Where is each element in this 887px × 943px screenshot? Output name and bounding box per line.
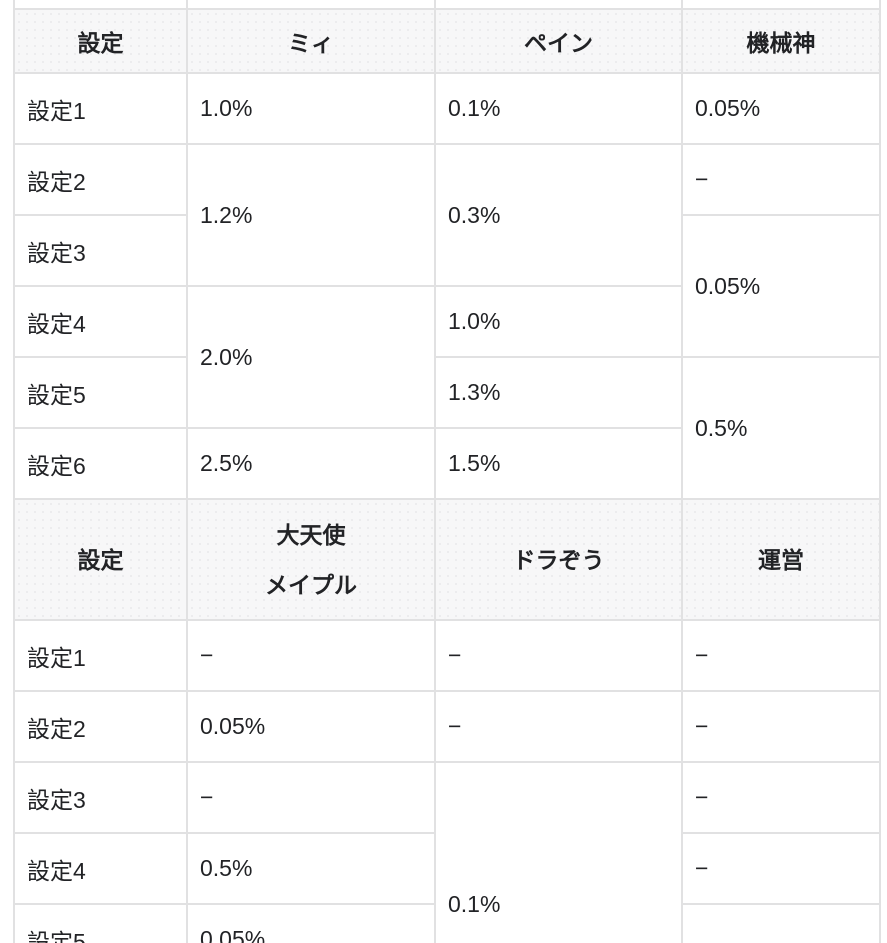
cell-archangel-s2: 0.05% bbox=[186, 690, 436, 763]
cell-kikaishin-s1: 0.05% bbox=[681, 72, 881, 145]
table-row-s4: 設定4 2.0% 1.0% bbox=[13, 285, 880, 429]
row-label: 設定3 bbox=[13, 214, 188, 287]
table-row-s6: 設定6 2.5% 1.5% bbox=[13, 427, 880, 500]
cell-kikaishin-s5-6: 0.5% bbox=[681, 356, 881, 500]
cell-kikaishin-s3-4: 0.05% bbox=[681, 214, 881, 358]
cell-dorazou-s1: − bbox=[434, 619, 683, 692]
cell-pain-s4: 1.0% bbox=[434, 285, 683, 358]
cell-dorazou-s2: − bbox=[434, 690, 683, 763]
header-archangel-line2: メイプル bbox=[265, 571, 357, 598]
table2-row-s2: 設定2 0.05% − − bbox=[13, 690, 881, 763]
table-row-s2: 設定2 1.2% 0.3% − bbox=[13, 143, 881, 287]
table-row-s5: 設定5 1.3% 0.5% bbox=[13, 356, 881, 500]
header-pain: ペイン bbox=[434, 8, 683, 74]
row-label: 設定4 bbox=[13, 832, 188, 905]
cell-mii-s2-3: 1.2% bbox=[186, 143, 436, 287]
cell-archangel-s3: − bbox=[186, 761, 436, 834]
clipped-cell bbox=[186, 0, 436, 10]
cell-unei-s4: − bbox=[681, 832, 881, 905]
cell-archangel-s5: 0.05% bbox=[186, 903, 436, 943]
table-row-s1: 設定1 1.0% 0.1% 0.05% bbox=[13, 72, 881, 145]
cell-pain-s1: 0.1% bbox=[434, 72, 683, 145]
header-dorazou: ドラぞう bbox=[434, 498, 683, 621]
clipped-cell bbox=[434, 0, 683, 10]
row-label: 設定5 bbox=[13, 356, 188, 429]
table2-row-s3: 設定3 − 0.1% − bbox=[13, 761, 881, 943]
cell-kikaishin-s2: − bbox=[681, 143, 881, 216]
header-setting: 設定 bbox=[13, 8, 188, 74]
cell-mii-s6: 2.5% bbox=[186, 427, 436, 500]
row-label: 設定6 bbox=[13, 427, 188, 500]
clipped-row-top bbox=[13, 0, 881, 10]
row-label: 設定2 bbox=[13, 690, 188, 763]
table2-row-s1: 設定1 − − − bbox=[13, 619, 881, 692]
header-archangel-maple: 大天使 メイプル bbox=[186, 498, 436, 621]
clipped-cell bbox=[13, 0, 188, 10]
row-label: 設定5 bbox=[13, 903, 188, 943]
table2-row-s4: 設定4 0.5% − bbox=[13, 832, 881, 905]
header-setting: 設定 bbox=[13, 498, 188, 621]
cell-pain-s5: 1.3% bbox=[434, 356, 683, 429]
header-kikaishin: 機械神 bbox=[681, 8, 881, 74]
cell-unei-s5-6-clipped bbox=[681, 903, 881, 943]
cell-mii-s4-5: 2.0% bbox=[186, 285, 436, 429]
cell-unei-s1: − bbox=[681, 619, 881, 692]
table2-row-s5: 設定5 0.05% bbox=[13, 903, 881, 943]
cell-unei-s2: − bbox=[681, 690, 881, 763]
row-label: 設定2 bbox=[13, 143, 188, 216]
cell-pain-s2-3: 0.3% bbox=[434, 143, 683, 287]
row-label: 設定1 bbox=[13, 619, 188, 692]
cell-archangel-s1: − bbox=[186, 619, 436, 692]
row-label: 設定1 bbox=[13, 72, 188, 145]
row-label: 設定4 bbox=[13, 285, 188, 358]
cell-archangel-s4: 0.5% bbox=[186, 832, 436, 905]
cell-pain-s6: 1.5% bbox=[434, 427, 683, 500]
header-mii: ミィ bbox=[186, 8, 436, 74]
cell-mii-s1: 1.0% bbox=[186, 72, 436, 145]
row-label: 設定3 bbox=[13, 761, 188, 834]
cell-dorazou-s3-6: 0.1% bbox=[434, 761, 683, 943]
clipped-cell bbox=[681, 0, 881, 10]
settings-probability-table: 設定 ミィ ペイン 機械神 設定1 1.0% 0.1% 0.05% 設定2 1.… bbox=[13, 0, 881, 943]
section2-header-row: 設定 大天使 メイプル ドラぞう 運営 bbox=[13, 498, 881, 621]
header-archangel-line1: 大天使 bbox=[276, 521, 346, 548]
cell-unei-s3: − bbox=[681, 761, 881, 834]
table-row-s3: 設定3 0.05% bbox=[13, 214, 881, 358]
header-unei: 運営 bbox=[681, 498, 881, 621]
section1-header-row: 設定 ミィ ペイン 機械神 bbox=[13, 8, 881, 74]
